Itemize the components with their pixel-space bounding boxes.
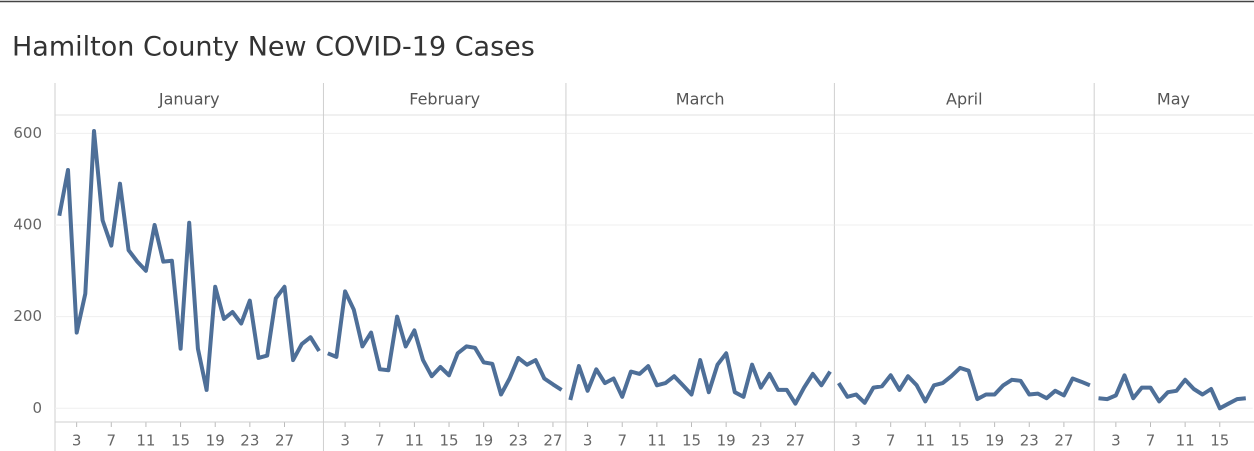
- x-tick-label: 7: [1146, 432, 1156, 450]
- x-tick-label: 11: [405, 432, 424, 450]
- chart-title: Hamilton County New COVID-19 Cases: [12, 32, 535, 63]
- panel-header: March: [676, 90, 725, 109]
- y-tick-label: 400: [13, 215, 42, 233]
- y-tick-label: 0: [32, 399, 42, 417]
- x-tick-label: 15: [439, 432, 458, 450]
- x-tick-label: 11: [647, 432, 666, 450]
- line: [837, 365, 1091, 405]
- line: [1098, 373, 1247, 411]
- x-tick-label: 15: [1210, 432, 1229, 450]
- line: [57, 129, 321, 392]
- panel-header: February: [409, 90, 480, 109]
- x-tick-label: 15: [950, 432, 969, 450]
- x-tick-label: 19: [985, 432, 1004, 450]
- x-tick-label: 11: [916, 432, 935, 450]
- x-tick-label: 7: [375, 432, 385, 450]
- y-tick-label: 200: [13, 307, 42, 325]
- panel-header: January: [158, 90, 220, 109]
- x-tick-label: 15: [682, 432, 701, 450]
- x-tick-label: 19: [206, 432, 225, 450]
- panel-header: May: [1157, 90, 1190, 109]
- x-tick-label: 3: [583, 432, 593, 450]
- x-tick-label: 23: [509, 432, 528, 450]
- x-tick-label: 19: [717, 432, 736, 450]
- x-tick-label: 15: [171, 432, 190, 450]
- x-tick-label: 27: [1054, 432, 1073, 450]
- x-tick-label: 27: [275, 432, 294, 450]
- x-tick-label: 7: [886, 432, 896, 450]
- y-tick-label: 600: [13, 124, 42, 142]
- x-tick-label: 3: [851, 432, 861, 450]
- x-tick-label: 7: [107, 432, 117, 450]
- x-tick-label: 3: [340, 432, 350, 450]
- line: [327, 289, 563, 397]
- panel-header: April: [946, 90, 983, 109]
- x-tick-label: 23: [1020, 432, 1039, 450]
- x-tick-label: 11: [1176, 432, 1195, 450]
- x-tick-label: 3: [1111, 432, 1121, 450]
- x-tick-label: 23: [240, 432, 259, 450]
- x-tick-label: 3: [72, 432, 82, 450]
- x-tick-label: 23: [751, 432, 770, 450]
- x-tick-label: 27: [786, 432, 805, 450]
- x-tick-label: 7: [617, 432, 627, 450]
- x-tick-label: 19: [474, 432, 493, 450]
- x-tick-label: 27: [543, 432, 562, 450]
- line: [568, 351, 832, 406]
- x-tick-label: 11: [136, 432, 155, 450]
